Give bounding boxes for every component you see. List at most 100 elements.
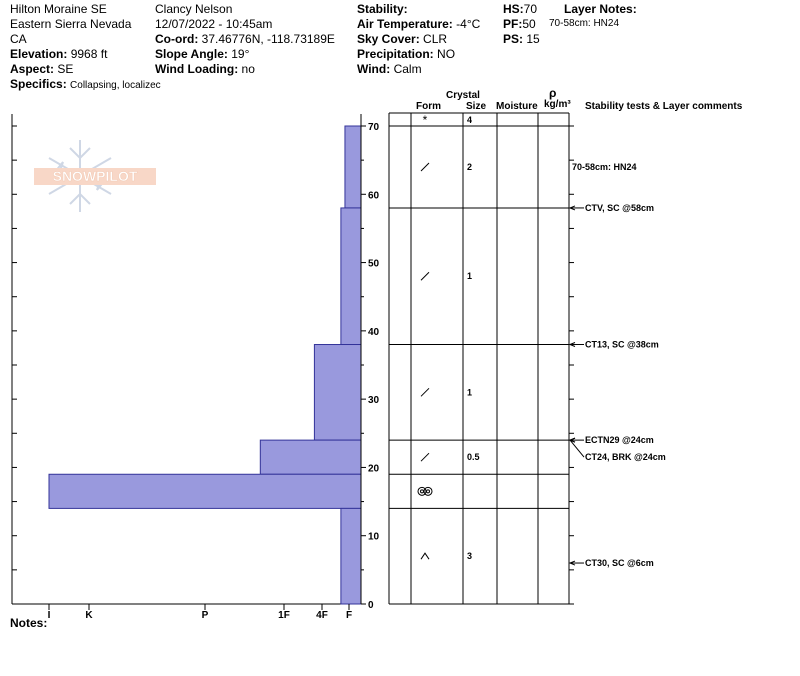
size-header: Size <box>466 101 487 112</box>
pf-row: PF:50 <box>503 17 536 31</box>
hardness-plot: I K P 1F 4F F <box>11 114 362 621</box>
height-label-10: 10 <box>368 532 380 543</box>
hardness-bar-2 <box>313 344 362 441</box>
wind-loading-label: Wind Loading: <box>155 62 239 76</box>
air-temp-label: Air Temperature: <box>357 17 453 31</box>
comment-arrowhead-1 <box>568 205 576 211</box>
notes-label-text: Notes: <box>10 616 48 630</box>
hardness-label-I: I <box>48 610 51 621</box>
layer-form-1 <box>420 162 430 172</box>
hs-value: 70 <box>523 2 538 16</box>
decomposing-symbol <box>420 271 430 281</box>
logo-text: SNOWPILOT <box>53 168 138 184</box>
rounded-symbol-right <box>423 486 433 496</box>
elevation-row: Elevation: 9968 ft <box>10 47 107 61</box>
aspect-value: SE <box>57 62 74 76</box>
layer-form-3 <box>420 387 430 397</box>
coord-label: Co-ord: <box>155 32 199 46</box>
layer-size-4: 0.5 <box>467 452 480 462</box>
layer-form-0: * <box>423 113 428 127</box>
layer-form-5 <box>417 486 433 496</box>
comment-text-3: ECTN29 @24cm <box>585 435 654 445</box>
hardness-bar-4 <box>48 473 362 509</box>
location-name: Hilton Moraine SE <box>10 2 107 16</box>
aspect-row: Aspect: SE <box>10 62 73 76</box>
height-label-60: 60 <box>368 190 380 201</box>
comment-text-5: CT30, SC @6cm <box>585 558 654 568</box>
hs-row: HS:70 <box>503 2 537 16</box>
comment-text-4: CT24, BRK @24cm <box>585 452 666 462</box>
hs-label: HS: <box>503 2 524 16</box>
comment-text-1: CTV, SC @58cm <box>585 203 654 213</box>
sky-cover-label: Sky Cover: <box>357 32 420 46</box>
layer-form-2 <box>420 271 430 281</box>
specifics-label: Specifics: <box>10 77 67 91</box>
hardness-bar-3 <box>259 439 362 475</box>
hardness-bar-1 <box>340 207 362 346</box>
comment-text-0: 70-58cm: HN24 <box>572 162 637 172</box>
decomposing-symbol <box>420 387 430 397</box>
comment-arrowhead-2 <box>568 342 576 347</box>
air-temp-value: -4°C <box>456 17 481 31</box>
layer-form-4 <box>420 452 430 462</box>
layer-size-1: 2 <box>467 162 472 172</box>
comments-header: Stability tests & Layer comments <box>585 101 743 112</box>
height-label-50: 50 <box>368 259 380 270</box>
precip-value: NO <box>437 47 456 61</box>
layer-notes-label: Layer Notes: <box>564 2 637 16</box>
hardness-label-P: P <box>202 610 209 621</box>
height-label-40: 40 <box>368 327 380 338</box>
moisture-header: Moisture <box>496 101 538 112</box>
observer-name: Clancy Nelson <box>155 2 233 16</box>
aspect-label: Aspect: <box>10 62 55 76</box>
slope-row: Slope Angle: 19° <box>155 47 249 61</box>
layer-table: 0 10 20 30 40 50 60 70 * 4 2 1 1 0.5 3 70-58cm: HN24 CTV… <box>360 112 666 611</box>
rho-header: ρ <box>549 86 557 100</box>
elevation-value: 9968 ft <box>70 47 108 61</box>
comment-arrow-4 <box>569 439 585 458</box>
ps-label: PS: <box>503 32 524 46</box>
ps-value: 15 <box>526 32 540 46</box>
comment-arrowhead-4 <box>568 437 576 443</box>
layer-form-6 <box>420 552 430 560</box>
precip-label: Precipitation: <box>357 47 434 61</box>
specifics-value: Collapsing, localizec <box>70 80 161 91</box>
stability-row: Stability: <box>357 2 408 16</box>
crystal-header: Crystal <box>446 90 480 101</box>
ps-row: PS: 15 <box>503 32 540 46</box>
rounded-symbol-inner-right <box>426 489 430 494</box>
state: CA <box>10 32 27 46</box>
rounded-symbol-inner-left <box>420 489 424 494</box>
coord-row: Co-ord: 37.46776N, -118.73189E <box>155 32 335 46</box>
wind-label: Wind: <box>357 62 391 76</box>
hardness-label-1F: 1F <box>278 610 290 621</box>
comment-text-2: CT13, SC @38cm <box>585 340 659 350</box>
slope-label: Slope Angle: <box>155 47 228 61</box>
air-temp-row: Air Temperature: -4°C <box>357 17 480 31</box>
precip-row: Precipitation: NO <box>357 47 455 61</box>
sky-cover-row: Sky Cover: CLR <box>357 32 447 46</box>
logo-band <box>34 168 156 185</box>
hardness-bar-0 <box>344 125 362 209</box>
height-label-0: 0 <box>368 600 374 611</box>
layer-size-2: 1 <box>467 271 472 281</box>
layer-size-6: 3 <box>467 551 472 561</box>
height-label-20: 20 <box>368 463 380 474</box>
wind-value: Calm <box>393 62 422 76</box>
decomposing-symbol <box>420 162 430 172</box>
height-label-70: 70 <box>368 122 380 133</box>
hardness-label-4F: 4F <box>316 610 328 621</box>
layer-note: 70-58cm: HN24 <box>549 18 619 30</box>
stability-label: Stability: <box>357 2 408 16</box>
specifics-row: Specifics: Collapsing, localizec <box>10 77 161 92</box>
comment-arrowhead-5 <box>568 560 576 566</box>
form-header: Form <box>416 101 441 112</box>
layer-size-3: 1 <box>467 387 472 397</box>
mountain-range: Eastern Sierra Nevada <box>10 17 132 31</box>
wind-loading-row: Wind Loading: no <box>155 62 255 76</box>
snowpilot-logo: SNOWPILOT <box>34 140 156 212</box>
height-label-30: 30 <box>368 395 380 406</box>
pf-label: PF: <box>503 17 523 31</box>
hardness-label-F: F <box>346 610 352 621</box>
